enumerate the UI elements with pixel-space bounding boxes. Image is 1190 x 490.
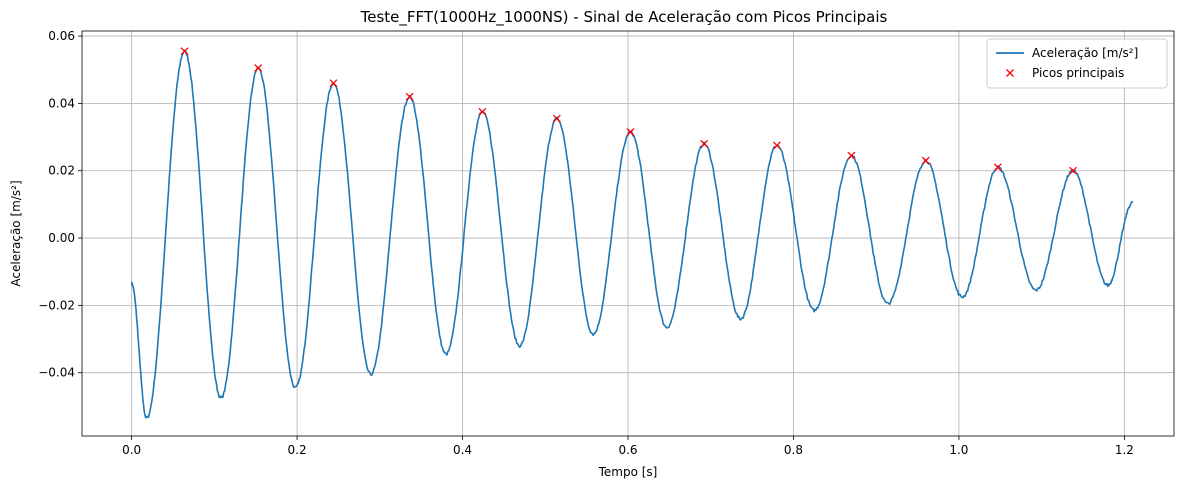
peak-marker	[700, 139, 709, 148]
y-tick-label: 0.00	[48, 231, 75, 245]
peak-marker	[921, 156, 930, 165]
y-tick-label: 0.06	[48, 29, 75, 43]
x-tick-label: 0.8	[784, 443, 803, 457]
legend-label-signal: Aceleração [m/s²]	[1032, 46, 1138, 60]
y-tick-label: 0.04	[48, 96, 75, 110]
peak-marker	[847, 151, 856, 160]
x-tick-label: 1.2	[1115, 443, 1134, 457]
peak-marker	[772, 141, 781, 150]
y-tick-label: −0.04	[38, 366, 75, 380]
peak-marker	[405, 92, 414, 101]
x-tick-label: 0.4	[453, 443, 472, 457]
x-tick-label: 0.2	[288, 443, 307, 457]
legend-box	[986, 38, 1168, 89]
peak-marker	[180, 47, 189, 56]
legend: Aceleração [m/s²] Picos principais	[986, 38, 1168, 89]
peak-marker	[1069, 166, 1078, 175]
chart-title: Teste_FFT(1000Hz_1000NS) - Sinal de Acel…	[360, 8, 888, 27]
signal-layer	[130, 49, 1134, 419]
legend-peak-marker	[1006, 69, 1014, 77]
peaks-layer	[180, 47, 1078, 175]
peak-marker	[993, 163, 1002, 172]
y-axis-label: Aceleração [m/s²]	[9, 180, 23, 286]
peak-marker	[329, 79, 338, 88]
peak-marker	[552, 114, 561, 123]
x-tick-label: 1.0	[949, 443, 968, 457]
legend-label-peaks: Picos principais	[1032, 66, 1124, 80]
x-tick-label: 0.6	[618, 443, 637, 457]
peak-marker	[626, 128, 635, 136]
legend-marker-sample	[1006, 69, 1014, 77]
x-axis-label: Tempo [s]	[598, 465, 658, 479]
axis-ticks: 0.0 0.2 0.4 0.6 0.8 1.0 1.2 −0.04 −0.02 0.00 0.02 0…	[38, 29, 1134, 457]
y-tick-label: −0.02	[38, 298, 75, 312]
signal-line	[130, 49, 1134, 419]
y-tick-label: 0.02	[48, 164, 75, 178]
x-tick-label: 0.0	[122, 443, 141, 457]
grid-lines	[82, 31, 1174, 436]
peak-marker	[478, 107, 487, 116]
peak-marker	[254, 64, 263, 72]
